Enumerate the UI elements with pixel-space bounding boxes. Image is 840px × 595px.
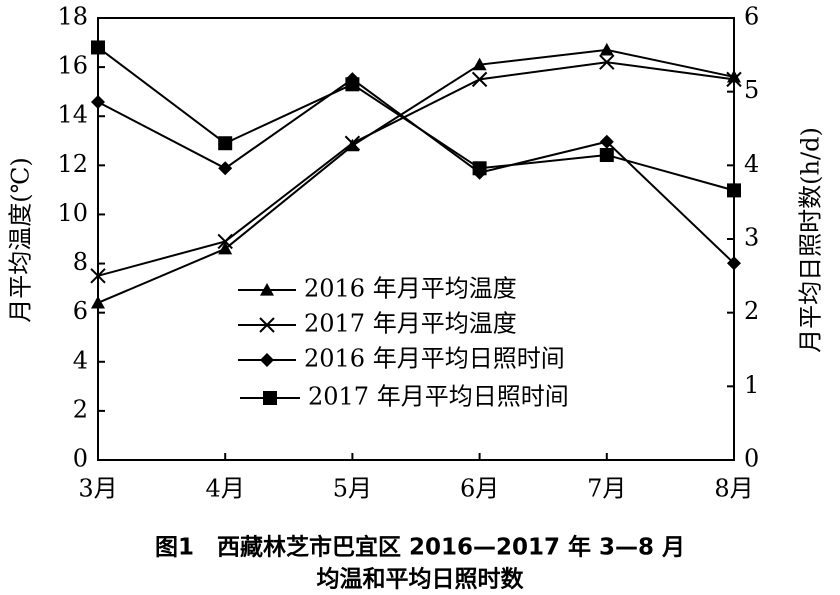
data-point: [90, 268, 106, 284]
x-tick-label: 4月: [206, 475, 245, 503]
x-tick-label: 8月: [714, 475, 753, 503]
data-point: [726, 71, 742, 88]
data-point: [471, 71, 488, 88]
data-point: [345, 77, 360, 92]
y-tick-label: 10: [57, 199, 88, 227]
series-line: [97, 61, 735, 277]
data-point: [599, 148, 614, 163]
x-tick-label: 6月: [460, 475, 499, 503]
y2-tick-label: 6: [744, 3, 759, 31]
y2-tick-label: 5: [744, 76, 759, 104]
y2-tick-label: 0: [744, 445, 759, 473]
y-tick-label: 12: [57, 150, 88, 178]
y-axis-title: 月平均温度(℃): [7, 157, 35, 323]
y-tick-label: 6: [73, 297, 88, 325]
legend-label: 2017 年月平均日照时间: [308, 383, 569, 411]
caption: 图1 西藏林芝市巴宜区 2016—2017 年 3—8 月: [155, 534, 685, 561]
y2-tick-label: 3: [744, 224, 759, 252]
y-tick-label: 0: [73, 445, 88, 473]
y2-axis-title: 月平均日照时数(h/d): [797, 127, 825, 353]
legend-label: 2017 年月平均温度: [304, 310, 517, 338]
y-tick-label: 4: [73, 346, 88, 374]
data-point: [91, 295, 105, 309]
y-tick-label: 14: [57, 101, 88, 129]
data-point: [218, 136, 233, 151]
data-point: [218, 161, 233, 176]
data-point: [472, 57, 487, 71]
y2-tick-label: 2: [744, 297, 759, 325]
data-point: [599, 54, 615, 70]
legend-marker: [263, 391, 277, 405]
data-point: [217, 233, 233, 250]
y-tick-label: 8: [73, 248, 88, 276]
data-point: [91, 40, 105, 55]
data-point: [599, 42, 614, 56]
series-line: [97, 46, 735, 192]
data-point: [218, 241, 233, 255]
series-line: [97, 77, 735, 265]
caption: 均温和平均日照时数: [317, 566, 525, 593]
series-line: [97, 48, 735, 304]
data-point: [344, 135, 361, 151]
x-tick-label: 5月: [333, 475, 372, 503]
x-tick-label: 3月: [78, 475, 117, 503]
legend-marker: [259, 317, 275, 333]
y2-tick-label: 1: [744, 371, 759, 399]
legend-marker: [260, 283, 274, 296]
data-point: [91, 94, 105, 109]
data-point: [599, 134, 614, 149]
data-point: [727, 183, 741, 198]
legend-label: 2016 年月平均日照时间: [304, 345, 565, 373]
y2-tick-label: 4: [744, 150, 759, 178]
y-tick-label: 16: [57, 52, 88, 80]
legend-label: 2016 年月平均温度: [304, 275, 517, 303]
legend-marker: [260, 353, 274, 367]
data-point: [727, 256, 741, 271]
data-point: [472, 161, 487, 176]
y-tick-label: 18: [57, 3, 88, 31]
x-tick-label: 7月: [587, 475, 626, 503]
y-tick-label: 2: [73, 395, 88, 423]
